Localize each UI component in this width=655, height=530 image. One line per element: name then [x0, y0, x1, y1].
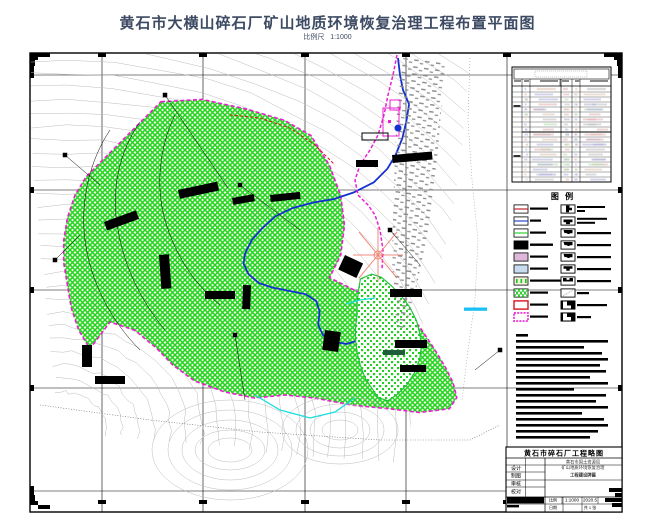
svg-text:矿山地质环境恢复治理: 矿山地质环境恢复治理 — [562, 464, 606, 471]
svg-text:设计: 设计 — [511, 465, 521, 472]
svg-text:共 1 张: 共 1 张 — [584, 504, 596, 510]
svg-text:校对: 校对 — [511, 489, 521, 496]
svg-text:制图: 制图 — [511, 473, 521, 480]
svg-text:图 例: 图 例 — [551, 191, 575, 201]
svg-text:比例: 比例 — [549, 497, 557, 503]
svg-text:工程建设牌匾: 工程建设牌匾 — [570, 472, 596, 479]
svg-text:1:1000: 1:1000 — [565, 498, 579, 503]
svg-text:审核: 审核 — [511, 481, 521, 488]
svg-text:黄石市碎石厂工程略图: 黄石市碎石厂工程略图 — [524, 449, 604, 458]
svg-text:2020.5: 2020.5 — [583, 498, 597, 503]
svg-text:日期: 日期 — [549, 504, 557, 510]
